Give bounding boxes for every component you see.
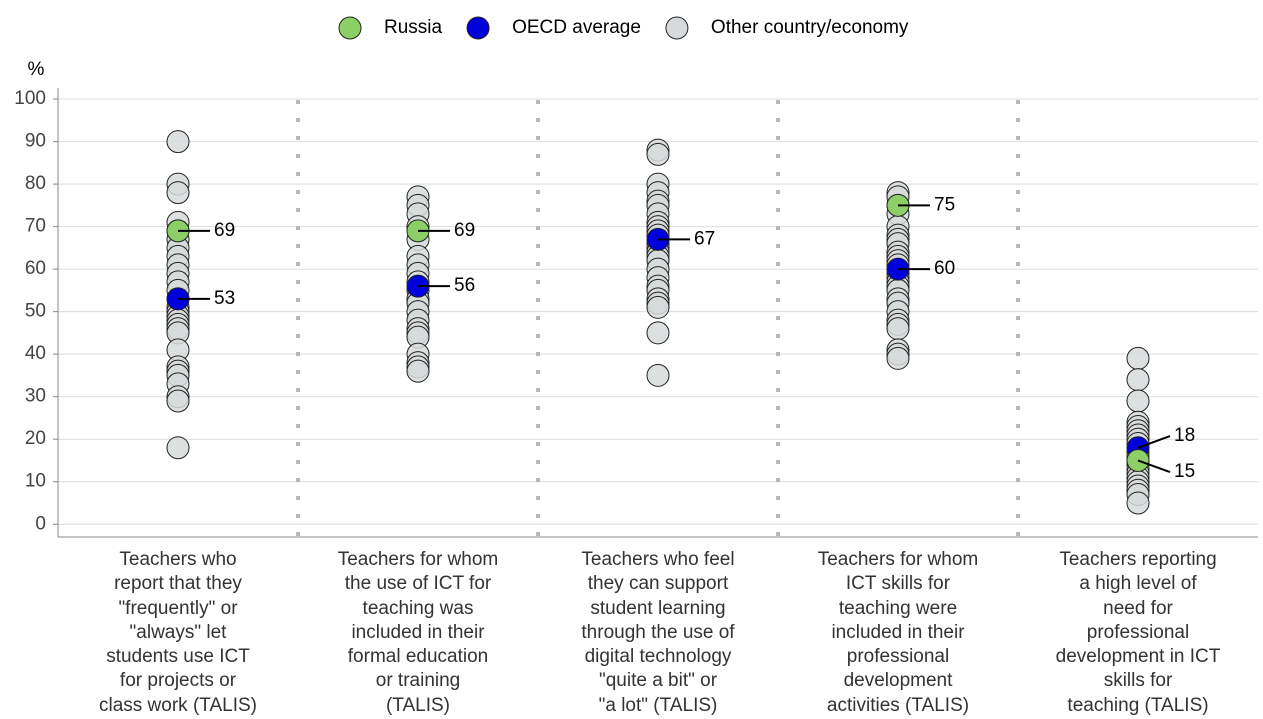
y-axis-label: %: [28, 59, 45, 80]
y-tick-label: 10: [25, 471, 46, 492]
y-tick-label: 80: [25, 173, 46, 194]
point: [1126, 346, 1150, 370]
data-label: 69: [454, 220, 475, 241]
x-tick-label: Teachers reporting a high level of need …: [1055, 549, 1221, 716]
data-label: 53: [214, 288, 235, 309]
point: [166, 130, 190, 154]
point: [166, 436, 190, 460]
legend-label: OECD average: [512, 17, 641, 38]
data-label: 75: [934, 194, 955, 215]
x-tick-label: Teachers for whom ICT skills for teachin…: [817, 549, 979, 716]
point: [646, 363, 670, 387]
x-tick-label: Teachers for whom the use of ICT for tea…: [337, 549, 499, 716]
data-label: 67: [694, 228, 715, 249]
data-label: 18: [1174, 425, 1195, 446]
data-label: 56: [454, 275, 475, 296]
y-tick-label: 50: [25, 301, 46, 322]
x-tick-label: Teachers who report that they "frequentl…: [98, 549, 257, 716]
point: [406, 359, 430, 383]
data-label: 69: [214, 220, 235, 241]
label-leader: [1137, 459, 1171, 474]
y-tick-label: 100: [14, 88, 46, 109]
point: [166, 181, 190, 205]
data-label: 60: [934, 258, 955, 279]
y-tick-label: 0: [35, 513, 46, 534]
point: [1126, 491, 1150, 515]
legend-swatch: [338, 16, 362, 40]
y-tick-label: 70: [25, 216, 46, 237]
y-tick-label: 30: [25, 386, 46, 407]
y-tick-label: 40: [25, 343, 46, 364]
point: [886, 346, 910, 370]
label-leader: [1137, 435, 1171, 449]
y-tick-label: 60: [25, 258, 46, 279]
point: [646, 142, 670, 166]
point: [886, 317, 910, 341]
point: [646, 321, 670, 345]
legend-label: Russia: [384, 17, 443, 38]
point: [646, 295, 670, 319]
point: [1126, 368, 1150, 392]
legend-swatch: [466, 16, 490, 40]
data-label: 15: [1174, 461, 1195, 482]
y-tick-label: 90: [25, 131, 46, 152]
x-tick-label: Teachers who feel they can support stude…: [581, 549, 735, 716]
point: [166, 389, 190, 413]
point: [1126, 389, 1150, 413]
legend-swatch: [665, 16, 689, 40]
y-tick-label: 20: [25, 428, 46, 449]
legend-label: Other country/economy: [711, 17, 909, 38]
